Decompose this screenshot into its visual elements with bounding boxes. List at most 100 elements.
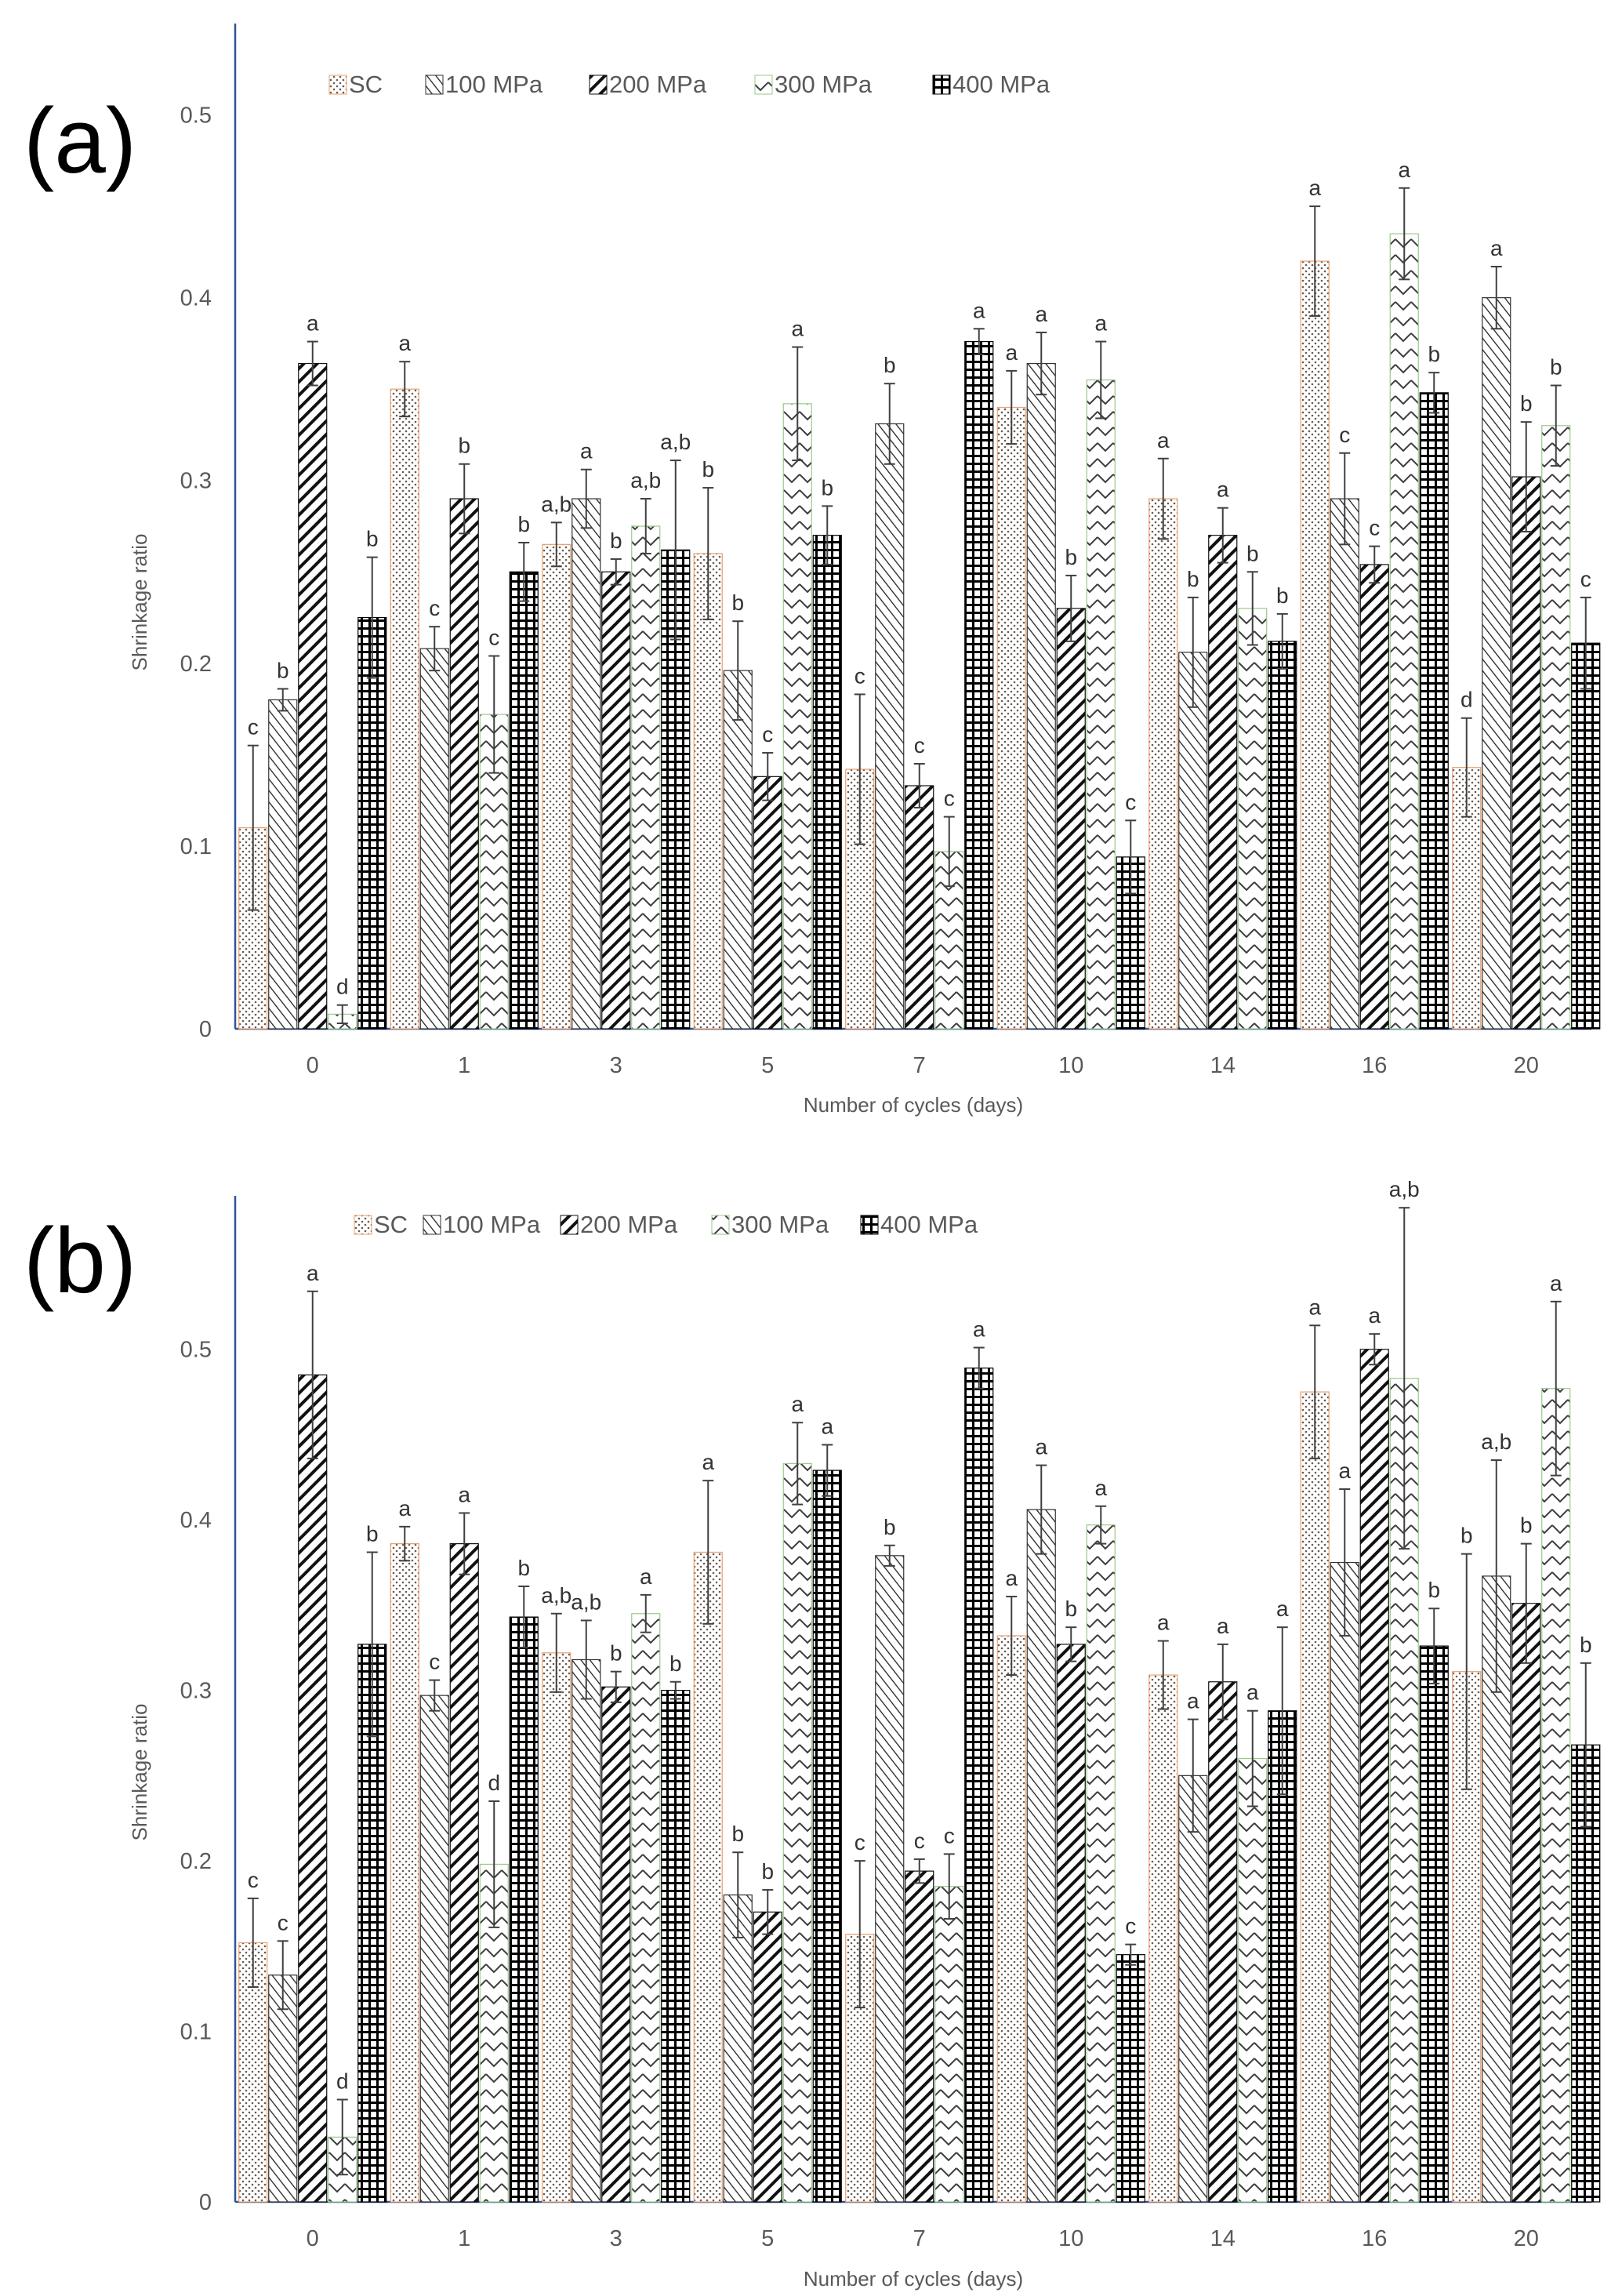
bar xyxy=(782,1462,812,2203)
significance-label: a xyxy=(640,1564,652,1589)
significance-label: c xyxy=(429,1650,440,1674)
significance-label: d xyxy=(336,975,349,999)
bar xyxy=(1268,641,1297,1030)
significance-label: d xyxy=(488,1771,500,1795)
significance-label: a xyxy=(1187,1689,1199,1713)
significance-label: b xyxy=(761,1859,774,1884)
bar xyxy=(1148,498,1178,1030)
bar xyxy=(419,648,449,1030)
bar xyxy=(1026,1509,1056,2203)
significance-label: a xyxy=(1094,311,1107,336)
bar xyxy=(601,571,631,1030)
significance-label: c xyxy=(248,1868,259,1892)
significance-label: a xyxy=(307,311,319,336)
significance-label: a xyxy=(1368,1303,1381,1328)
y-tick-label: 0.5 xyxy=(180,104,212,129)
bar xyxy=(357,1644,387,2203)
significance-label: c xyxy=(944,787,955,811)
y-tick-label: 0.4 xyxy=(180,1508,212,1533)
bar xyxy=(572,1658,601,2203)
bar xyxy=(1086,1524,1116,2203)
x-tick-label: 3 xyxy=(610,2226,622,2251)
significance-label: c xyxy=(762,722,773,747)
y-tick-label: 0.4 xyxy=(180,286,212,311)
legend-label: 400 MPa xyxy=(880,1211,978,1238)
legend-swatch xyxy=(560,1215,579,1235)
y-tick-label: 0.1 xyxy=(180,2020,212,2045)
significance-label: a xyxy=(580,439,593,463)
legend-label: 300 MPa xyxy=(775,71,873,98)
y-tick-label: 0.3 xyxy=(180,1679,212,1704)
bar xyxy=(1300,1391,1330,2203)
bar xyxy=(1208,1681,1238,2203)
y-tick-label: 0.5 xyxy=(180,1338,212,1363)
bar xyxy=(782,403,812,1030)
bar xyxy=(1026,362,1056,1030)
significance-label: c xyxy=(1125,1914,1136,1938)
x-tick-label: 5 xyxy=(761,2226,774,2251)
bar xyxy=(1541,1388,1571,2203)
bar xyxy=(542,1652,572,2203)
significance-label: a xyxy=(1398,158,1410,182)
significance-label: a xyxy=(1490,236,1503,260)
x-tick-label: 1 xyxy=(458,1053,470,1078)
significance-label: b xyxy=(277,658,289,682)
bar xyxy=(631,525,661,1030)
significance-label: a,b xyxy=(1481,1430,1511,1454)
bar xyxy=(509,571,539,1030)
legend-swatch xyxy=(860,1215,879,1235)
y-axis-title: Shrinkage ratio xyxy=(128,1704,151,1841)
bar xyxy=(449,1543,479,2203)
bar xyxy=(601,1686,631,2203)
x-tick-label: 0 xyxy=(307,1053,319,1078)
significance-label: a xyxy=(1035,1435,1047,1459)
significance-label: b xyxy=(731,590,744,615)
bar xyxy=(1330,498,1359,1030)
bar xyxy=(268,1974,298,2203)
bar xyxy=(1482,297,1511,1030)
bar xyxy=(905,785,934,1030)
significance-label: b xyxy=(1187,567,1199,591)
legend-swatch xyxy=(754,74,773,95)
bar xyxy=(1419,1645,1449,2203)
x-tick-label: 1 xyxy=(458,2226,470,2251)
significance-label: a xyxy=(791,317,804,341)
bar xyxy=(1389,233,1419,1030)
significance-label: b xyxy=(610,529,622,553)
significance-label: b xyxy=(1428,342,1440,366)
bar xyxy=(509,1616,539,2203)
bar xyxy=(542,543,572,1030)
bar xyxy=(1300,260,1330,1030)
significance-label: c xyxy=(1339,423,1350,447)
significance-label: c xyxy=(278,1910,288,1935)
bar xyxy=(631,1613,661,2203)
significance-label: a xyxy=(1035,302,1047,326)
bar xyxy=(934,1886,964,2203)
bar xyxy=(964,340,994,1030)
x-tick-label: 16 xyxy=(1362,2226,1387,2251)
significance-label: b xyxy=(884,1515,896,1539)
bar xyxy=(1511,476,1541,1030)
legend-swatch xyxy=(354,1215,372,1235)
significance-label: a xyxy=(1338,1459,1351,1483)
significance-label: a xyxy=(973,298,985,322)
significance-label: a,b xyxy=(1389,1177,1420,1201)
significance-label: a xyxy=(1217,478,1229,502)
significance-label: a xyxy=(1276,1597,1289,1621)
bar xyxy=(723,670,753,1030)
significance-label: a xyxy=(398,331,411,355)
significance-label: a xyxy=(1308,1295,1321,1319)
x-axis-title: Number of cycles (days) xyxy=(804,2267,1023,2291)
significance-label: a xyxy=(1217,1614,1229,1638)
bar xyxy=(1238,1758,1268,2203)
x-tick-label: 16 xyxy=(1362,1053,1387,1078)
significance-label: a xyxy=(973,1317,985,1342)
x-tick-label: 14 xyxy=(1210,2226,1236,2251)
legend-swatch xyxy=(589,74,608,95)
bar xyxy=(1208,535,1238,1030)
bar xyxy=(572,498,601,1030)
bar xyxy=(996,1635,1026,2203)
bar xyxy=(1056,1644,1086,2203)
legend-label: 400 MPa xyxy=(953,71,1050,98)
panel-label: (b) xyxy=(24,1209,136,1313)
